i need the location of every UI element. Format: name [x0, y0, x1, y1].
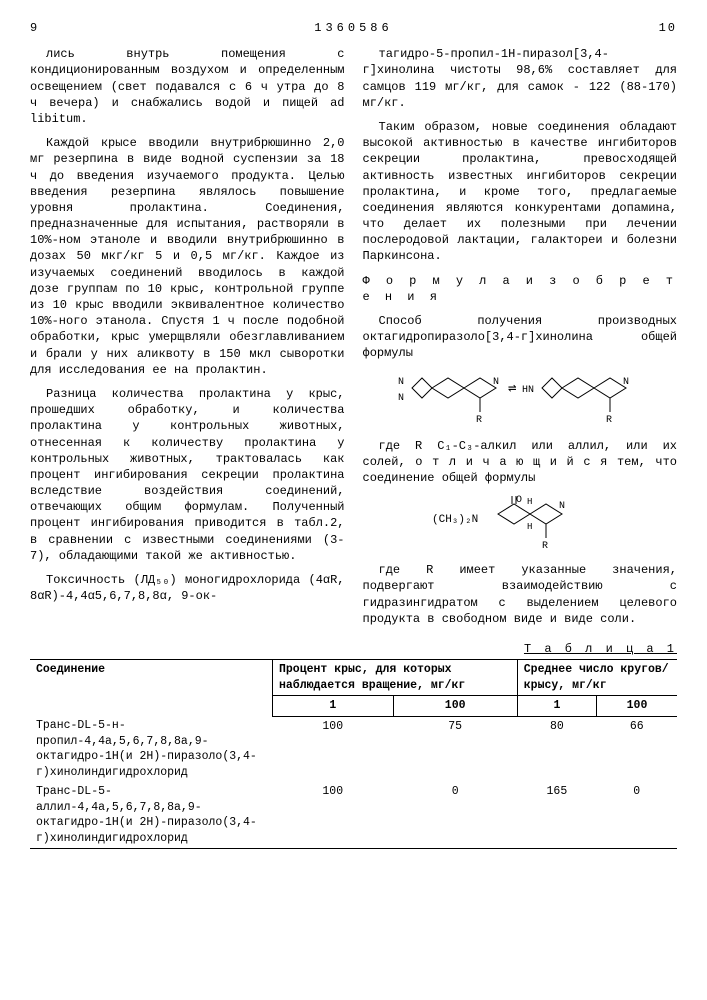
- paragraph: Каждой крысе вводили внутрибрюшинно 2,0 …: [30, 135, 345, 378]
- table-subheader: 1: [273, 696, 394, 717]
- table-row: Транс-DL-5-аллил-4,4а,5,6,7,8,8а,9-октаг…: [30, 782, 677, 849]
- table-cell: 165: [517, 782, 596, 849]
- svg-text:N: N: [398, 377, 404, 388]
- svg-text:N: N: [623, 377, 629, 388]
- chemical-formula-1: N N N R ⇌ HN N R: [363, 370, 678, 430]
- chemical-formula-2: (CH₃)₂N O H H N R: [363, 494, 678, 554]
- svg-text:⇌: ⇌: [508, 381, 516, 397]
- svg-text:R: R: [542, 541, 548, 552]
- table-header: Соединение: [30, 660, 273, 717]
- paragraph: Таким образом, новые соединения обладают…: [363, 119, 678, 265]
- compound-name: Транс-DL-5-аллил-4,4а,5,6,7,8,8а,9-октаг…: [30, 782, 273, 849]
- table-title: Т а б л и ц а 1: [30, 641, 677, 657]
- table-cell: 100: [273, 716, 394, 782]
- svg-text:H: H: [527, 497, 532, 507]
- paragraph: Способ получения производных октагидропи…: [363, 313, 678, 362]
- claims-heading: Ф о р м у л а и з о б р е т е н и я: [363, 273, 678, 305]
- table-cell: 80: [517, 716, 596, 782]
- table-header: Среднее число кругов/крысу, мг/кг: [517, 660, 677, 696]
- svg-text:N: N: [493, 377, 499, 388]
- page-number-right: 10: [637, 20, 677, 36]
- table-cell: 0: [393, 782, 517, 849]
- svg-text:R: R: [476, 415, 482, 426]
- table-subheader: 100: [393, 696, 517, 717]
- paragraph: Токсичность (ЛД₅₀) моногидрохлорида (4αR…: [30, 572, 345, 604]
- svg-text:HN: HN: [522, 385, 534, 396]
- table-row: Транс-DL-5-н-пропил-4,4а,5,6,7,8,8а,9-ок…: [30, 716, 677, 782]
- right-column: тагидро-5-пропил-1Н-пиразол[3,4-г]хиноли…: [363, 46, 678, 635]
- left-column: лись внутрь помещения с кондиционированн…: [30, 46, 345, 635]
- table-cell: 66: [597, 716, 677, 782]
- paragraph: лись внутрь помещения с кондиционированн…: [30, 46, 345, 127]
- svg-text:H: H: [527, 522, 532, 532]
- svg-text:R: R: [606, 415, 612, 426]
- svg-text:O: O: [516, 495, 522, 506]
- paragraph: Разница количества пролактина у крыс, пр…: [30, 386, 345, 564]
- table-cell: 100: [273, 782, 394, 849]
- data-table-section: Т а б л и ц а 1 Соединение Процент крыс,…: [30, 641, 677, 849]
- page-number-left: 9: [30, 20, 70, 36]
- formula-left-group: (CH₃)₂N: [432, 514, 478, 526]
- table-cell: 0: [597, 782, 677, 849]
- compound-name: Транс-DL-5-н-пропил-4,4а,5,6,7,8,8а,9-ок…: [30, 716, 273, 782]
- table-header: Процент крыс, для которых наблюдается вр…: [273, 660, 518, 696]
- page-header: 9 1360586 10: [30, 20, 677, 36]
- two-column-body: лись внутрь помещения с кондиционированн…: [30, 46, 677, 635]
- patent-number: 1360586: [70, 20, 637, 36]
- table-cell: 75: [393, 716, 517, 782]
- table-subheader: 100: [597, 696, 677, 717]
- table-subheader: 1: [517, 696, 596, 717]
- paragraph: где R имеет указанные значения, подверга…: [363, 562, 678, 627]
- data-table: Соединение Процент крыс, для которых наб…: [30, 659, 677, 849]
- paragraph: где R C₁-C₃-алкил или аллил, или их соле…: [363, 438, 678, 487]
- svg-text:N: N: [398, 393, 404, 404]
- svg-text:N: N: [559, 501, 565, 512]
- paragraph: тагидро-5-пропил-1Н-пиразол[3,4-г]хиноли…: [363, 46, 678, 111]
